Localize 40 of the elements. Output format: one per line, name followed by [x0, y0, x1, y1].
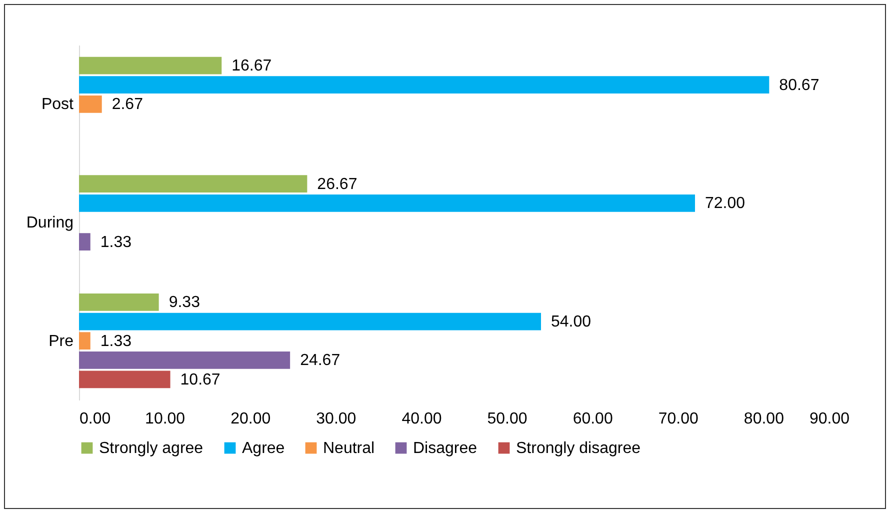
- bar: [79, 76, 770, 94]
- legend-label: Strongly agree: [99, 440, 204, 457]
- data-label: 54.00: [551, 314, 592, 331]
- bar: [79, 233, 90, 251]
- y-tick-label: Pre: [48, 332, 74, 350]
- x-tick-label: 30.00: [316, 410, 356, 428]
- legend-label: Agree: [242, 440, 285, 457]
- data-label: 72.00: [705, 195, 746, 212]
- legend-label: Strongly disagree: [516, 440, 641, 457]
- y-tick-label: Post: [41, 96, 74, 114]
- legend-label: Neutral: [323, 440, 375, 457]
- bar: [79, 56, 222, 74]
- legend-label: Disagree: [413, 440, 478, 457]
- y-tick-label: During: [26, 214, 74, 232]
- data-label: 80.67: [779, 76, 820, 94]
- bar: [79, 370, 170, 388]
- x-tick-label: 10.00: [145, 410, 186, 428]
- x-tick-label: 40.00: [402, 410, 442, 428]
- data-label: 16.67: [232, 58, 272, 75]
- bar: [79, 175, 308, 193]
- x-tick-label: 50.00: [487, 410, 528, 428]
- bar: [79, 351, 290, 369]
- x-tick-label: 70.00: [658, 410, 699, 428]
- bar: [79, 294, 159, 311]
- x-tick-label: 90.00: [809, 410, 850, 428]
- bar: [79, 312, 541, 330]
- data-label: 9.33: [168, 294, 200, 312]
- data-label: 2.67: [112, 96, 144, 114]
- x-tick-label: 80.00: [744, 410, 784, 428]
- data-label: 10.67: [180, 371, 220, 388]
- x-tick-label: 0.00: [80, 410, 111, 428]
- data-label: 24.67: [300, 352, 340, 370]
- data-label: 26.67: [317, 176, 358, 193]
- data-label: 1.33: [100, 234, 132, 251]
- x-tick-label: 60.00: [572, 410, 613, 428]
- x-tick-label: 20.00: [230, 410, 271, 428]
- bar: [79, 332, 90, 350]
- data-label: 1.33: [100, 332, 132, 350]
- bar: [79, 194, 695, 212]
- bar: [79, 95, 102, 113]
